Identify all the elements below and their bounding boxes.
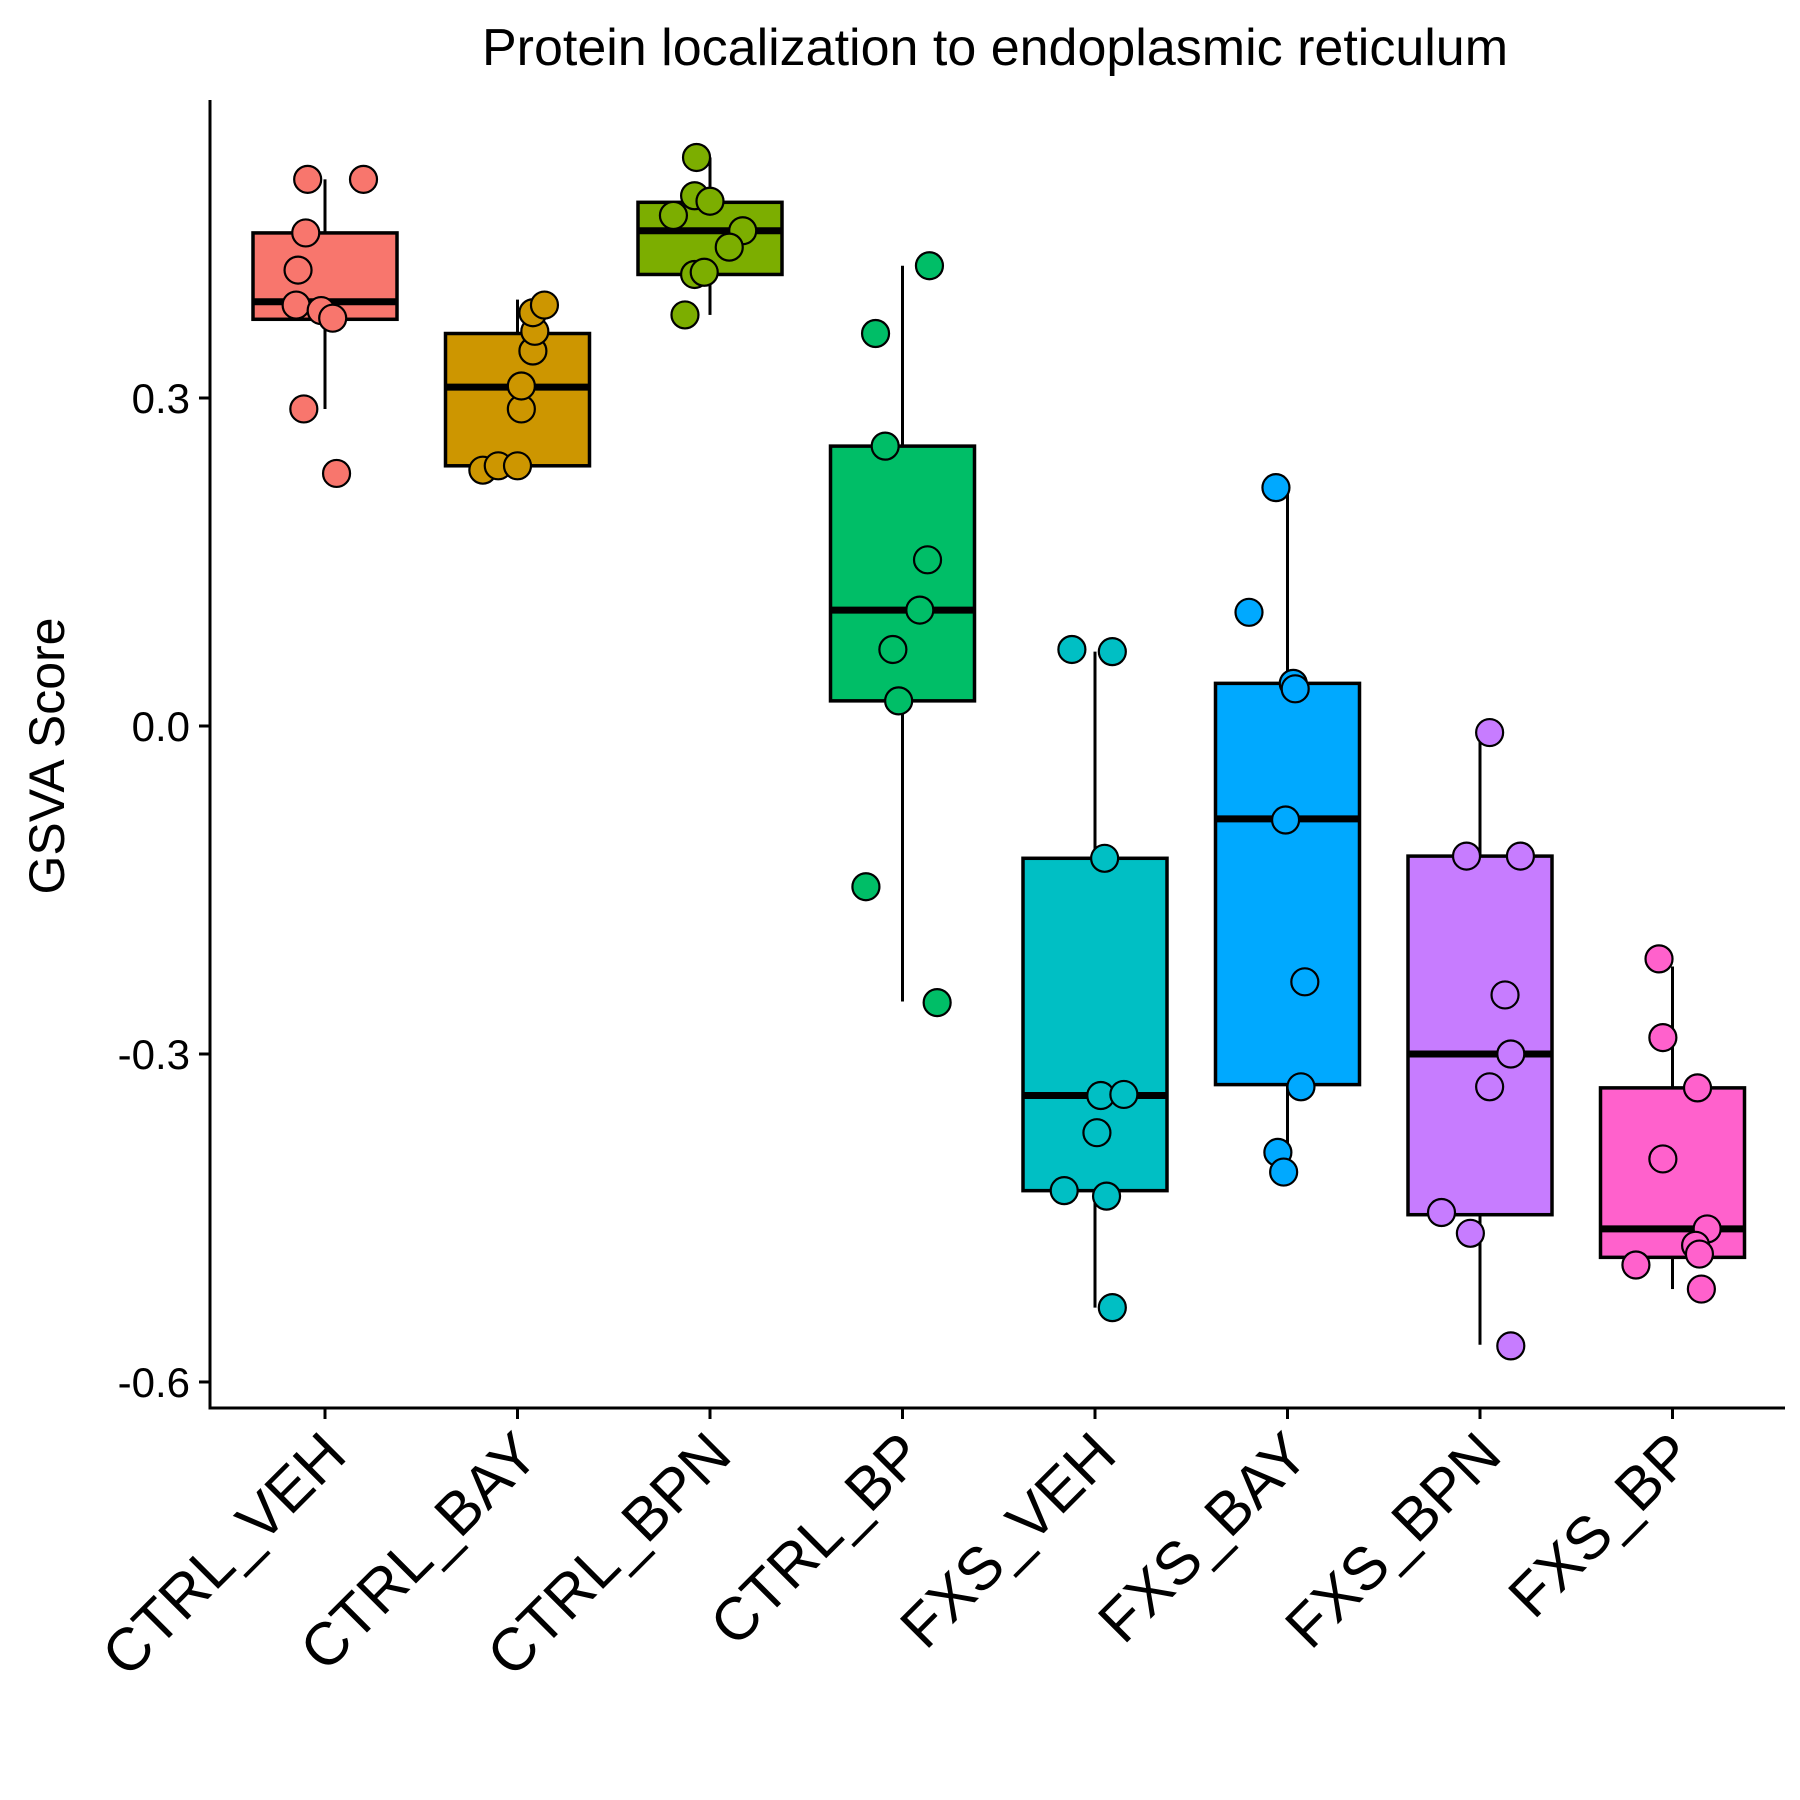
box-FXS_BPN — [1406, 735, 1554, 1345]
data-point — [1451, 841, 1482, 871]
data-point — [1290, 967, 1320, 997]
y-tick-label: -0.3 — [118, 1031, 190, 1078]
data-point — [1648, 1144, 1678, 1174]
data-point — [1234, 597, 1264, 627]
y-tick-label: 0.0 — [132, 703, 190, 750]
data-point — [1496, 1039, 1526, 1069]
x-tick-label: FXS_BP — [1496, 1420, 1706, 1630]
data-point — [1082, 1118, 1112, 1148]
data-point — [1496, 1331, 1526, 1361]
data-point — [289, 394, 319, 424]
data-point — [1097, 1293, 1127, 1323]
data-point — [884, 686, 914, 716]
chart-title: Protein localization to endoplasmic reti… — [482, 19, 1508, 77]
box-FXS_BAY — [1213, 487, 1362, 1159]
data-point — [1109, 1079, 1139, 1110]
data-point — [1270, 805, 1301, 835]
data-point — [714, 232, 744, 262]
boxplot-group — [251, 157, 1747, 1345]
box-iqr — [1406, 854, 1554, 1217]
data-point — [1684, 1239, 1715, 1269]
data-point — [670, 300, 700, 330]
data-point — [1091, 1181, 1122, 1211]
data-point — [281, 290, 311, 320]
y-tick-label: -0.6 — [118, 1359, 190, 1406]
x-ticks-group: CTRL_VEHCTRL_BAYCTRL_BPNCTRL_BPFXS_VEHFX… — [89, 1408, 1706, 1689]
data-point — [1455, 1218, 1485, 1248]
data-point — [658, 200, 689, 231]
data-point — [1286, 1072, 1316, 1102]
data-point — [1475, 717, 1505, 748]
data-point — [860, 318, 891, 349]
data-point — [695, 186, 725, 216]
box-iqr — [828, 444, 977, 703]
data-point — [681, 142, 712, 173]
data-point — [293, 164, 323, 194]
y-ticks-group: 0.3 0.0 -0.3 -0.6 — [118, 375, 210, 1406]
data-point — [1682, 1073, 1713, 1103]
data-point — [1049, 1176, 1079, 1206]
box-FXS_BP — [1598, 966, 1747, 1290]
data-point — [689, 257, 719, 287]
data-point — [502, 451, 533, 481]
data-point — [321, 458, 352, 489]
data-point — [1097, 637, 1127, 667]
points-group — [281, 142, 1722, 1361]
y-tick-label: 0.3 — [132, 375, 190, 422]
data-point — [1090, 843, 1120, 873]
data-point — [318, 303, 348, 333]
data-point — [283, 255, 313, 285]
data-point — [1475, 1072, 1505, 1102]
data-point — [291, 218, 321, 248]
data-point — [851, 872, 881, 902]
data-point — [914, 251, 945, 281]
y-axis-label: GSVA Score — [19, 618, 75, 895]
data-point — [1686, 1274, 1716, 1304]
data-point — [1648, 1022, 1678, 1053]
data-point — [912, 545, 943, 575]
data-point — [922, 988, 952, 1018]
data-point — [529, 290, 560, 320]
data-point — [1505, 841, 1536, 871]
data-point — [1261, 473, 1291, 503]
box-iqr — [1213, 681, 1362, 1087]
data-point — [1621, 1250, 1651, 1280]
data-point — [1280, 674, 1310, 704]
data-point — [905, 595, 935, 625]
box-CTRL_BPN — [636, 157, 784, 315]
box-FXS_VEH — [1021, 651, 1169, 1308]
data-point — [348, 164, 379, 194]
data-point — [1426, 1197, 1457, 1228]
box-CTRL_VEH — [251, 179, 399, 409]
data-point — [1644, 944, 1674, 974]
data-point — [870, 431, 900, 461]
data-point — [1269, 1157, 1299, 1187]
data-point — [878, 634, 908, 665]
data-point — [1490, 980, 1520, 1010]
data-point — [1057, 634, 1087, 665]
data-point — [506, 371, 536, 401]
